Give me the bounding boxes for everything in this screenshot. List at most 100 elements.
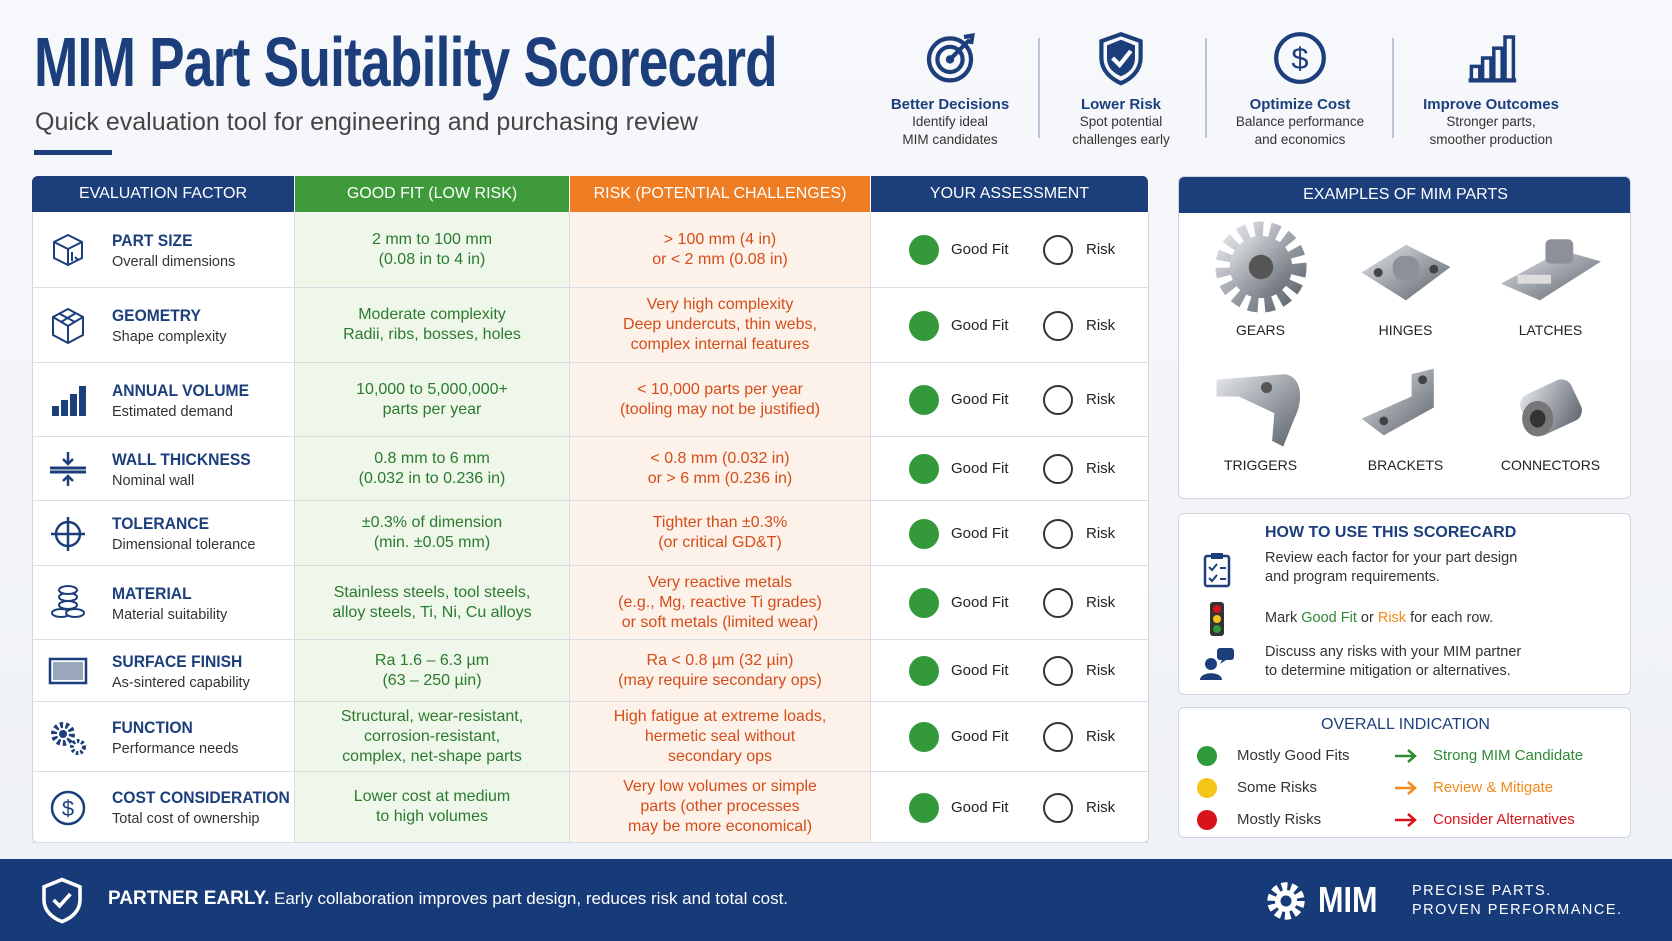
status-label: Mostly Good Fits xyxy=(1237,747,1350,764)
icon xyxy=(51,516,85,551)
risk-cell: High fatigue at extreme loads, hermetic s… xyxy=(570,702,871,772)
benefit-text: Balance performance xyxy=(1235,114,1365,129)
risk-cell: < 10,000 parts per year (tooling may not … xyxy=(570,363,871,437)
good-fit-option[interactable] xyxy=(909,792,939,823)
risk-cell: Very high complexity Deep undercuts, thin… xyxy=(570,288,871,363)
factor-text: COST CONSIDERATION Total cost of ownershi… xyxy=(112,772,302,843)
factor-name: WALL THICKNESS xyxy=(112,449,251,469)
good-text: 10,000 to 5,000,000+ xyxy=(356,380,508,398)
status-label: Mostly Risks xyxy=(1237,811,1322,828)
risk-text: Deep undercuts, thin webs, xyxy=(623,316,817,333)
step-part: Mark xyxy=(1265,609,1298,626)
risk-text: secondary ops xyxy=(667,747,773,765)
risk-option[interactable] xyxy=(1043,588,1073,618)
good-text: (0.032 in to 0.236 in) xyxy=(358,469,506,487)
good-text: Lower cost at medium xyxy=(353,788,511,805)
step-part: Good Fit xyxy=(1301,609,1357,626)
good-fit-option[interactable] xyxy=(909,385,939,415)
header-label: GOOD FIT (LOW RISK) xyxy=(346,185,518,202)
header-label: YOUR ASSESSMENT xyxy=(929,185,1090,202)
icon xyxy=(52,386,86,416)
footer: PARTNER EARLY. Early collaboration improv… xyxy=(0,859,1672,941)
risk-option[interactable] xyxy=(1043,454,1073,484)
factor-cell: $ COST CONSIDERATION Total cost of ownersh… xyxy=(32,772,295,843)
icon xyxy=(50,452,86,486)
good-fit-label: Good Fit xyxy=(951,524,1009,542)
good-text: (0.08 in to 4 in) xyxy=(378,250,486,268)
part-label: HINGES xyxy=(1378,322,1433,338)
risk-option[interactable] xyxy=(1043,310,1073,341)
risk-option[interactable] xyxy=(1043,656,1073,686)
risk-option[interactable] xyxy=(1043,792,1073,823)
factor-cell: GEOMETRY Shape complexity xyxy=(32,288,295,363)
risk-option[interactable] xyxy=(1043,722,1073,752)
result-arrow xyxy=(1393,812,1419,828)
factor-text: MATERIAL Material suitability xyxy=(112,566,302,640)
good-cell: Moderate complexity Radii, ribs, bosses, … xyxy=(295,288,570,363)
benefit-icon: $ xyxy=(1272,30,1328,94)
good-fit-option[interactable] xyxy=(909,722,939,752)
overall-header: OVERALL INDICATION xyxy=(1179,714,1632,736)
risk-cell: < 0.8 mm (0.032 in) or > 6 mm (0.236 in) xyxy=(570,437,871,501)
assessment-cell: Good Fit Risk xyxy=(871,437,1149,501)
icon xyxy=(48,657,88,685)
risk-cell: > 100 mm (4 in) or < 2 mm (0.08 in) xyxy=(570,212,871,288)
example-part: HINGES xyxy=(1338,217,1473,352)
factor-name: SURFACE FINISH xyxy=(112,651,243,671)
good-fit-option[interactable] xyxy=(909,235,939,265)
risk-option[interactable] xyxy=(1043,235,1073,265)
risk-option[interactable] xyxy=(1043,518,1073,549)
factor-cell: SURFACE FINISH As-sintered capability xyxy=(32,640,295,702)
factor-cell: WALL THICKNESS Nominal wall xyxy=(32,437,295,501)
good-text: ±0.3% of dimension xyxy=(361,514,503,531)
assessment-cell: Good Fit Risk xyxy=(871,566,1149,640)
risk-text: < 10,000 parts per year xyxy=(637,380,803,398)
good-fit-option[interactable] xyxy=(909,518,939,549)
risk-text: (may require secondary ops) xyxy=(618,671,822,689)
step-icon xyxy=(1197,600,1237,640)
risk-option[interactable] xyxy=(1043,385,1073,415)
icon xyxy=(1200,648,1234,680)
good-fit-label: Good Fit xyxy=(951,594,1009,611)
risk-text: Ra < 0.8 µm (32 µin) xyxy=(646,651,794,669)
good-text: Ra 1.6 – 6.3 µm xyxy=(374,651,490,669)
good-fit-option[interactable] xyxy=(909,588,939,618)
step-line: Discuss any risks with your MIM partner xyxy=(1265,644,1522,660)
good-cell: 2 mm to 100 mm (0.08 in to 4 in) xyxy=(295,212,570,288)
status-dot xyxy=(1197,778,1217,798)
good-fit-option[interactable] xyxy=(909,656,939,686)
good-fit-label: Good Fit xyxy=(951,241,1009,258)
risk-text: or < 2 mm (0.08 in) xyxy=(652,250,788,268)
risk-text: Very high complexity xyxy=(646,296,794,313)
part-label: CONNECTORS xyxy=(1500,457,1601,473)
example-part: GEARS xyxy=(1193,217,1328,352)
how-to-panel: HOW TO USE THIS SCORECARD Review each fac… xyxy=(1178,513,1631,695)
benefit-divider xyxy=(1205,38,1207,138)
brand-tagline: PRECISE PARTS. xyxy=(1412,883,1552,899)
risk-cell: Ra < 0.8 µm (32 µin) (may require seconda… xyxy=(570,640,871,702)
overall-title: OVERALL INDICATION xyxy=(1321,716,1490,733)
risk-label: Risk xyxy=(1086,728,1116,745)
examples-header: EXAMPLES OF MIM PARTS xyxy=(1179,177,1630,213)
factor-name: PART SIZE xyxy=(112,230,193,250)
part-image xyxy=(1201,217,1321,322)
factor-icon xyxy=(46,651,90,691)
factor-text: FUNCTION Performance needs xyxy=(112,702,302,772)
benefit-text: Stronger parts, xyxy=(1446,114,1536,129)
factor-text: ANNUAL VOLUME Estimated demand xyxy=(112,363,302,437)
good-text: alloy steels, Ti, Ni, Cu alloys xyxy=(332,603,532,621)
good-cell: 10,000 to 5,000,000+ parts per year xyxy=(295,363,570,437)
benefit-divider xyxy=(1392,38,1394,138)
factor-icon xyxy=(46,230,90,270)
example-part: TRIGGERS xyxy=(1193,352,1328,487)
factor-text: WALL THICKNESS Nominal wall xyxy=(112,437,302,501)
good-fit-label: Good Fit xyxy=(951,316,1009,334)
good-fit-option[interactable] xyxy=(909,454,939,484)
factor-detail: Shape complexity xyxy=(112,329,227,345)
benefit: Lower Risk Spot potential challenges early xyxy=(1050,30,1192,160)
good-fit-option[interactable] xyxy=(909,310,939,341)
benefit-icon xyxy=(922,30,978,94)
factor-text: SURFACE FINISH As-sintered capability xyxy=(112,640,302,702)
step-line: to determine mitigation or alternatives. xyxy=(1265,663,1511,679)
good-text: 2 mm to 100 mm xyxy=(371,230,493,248)
